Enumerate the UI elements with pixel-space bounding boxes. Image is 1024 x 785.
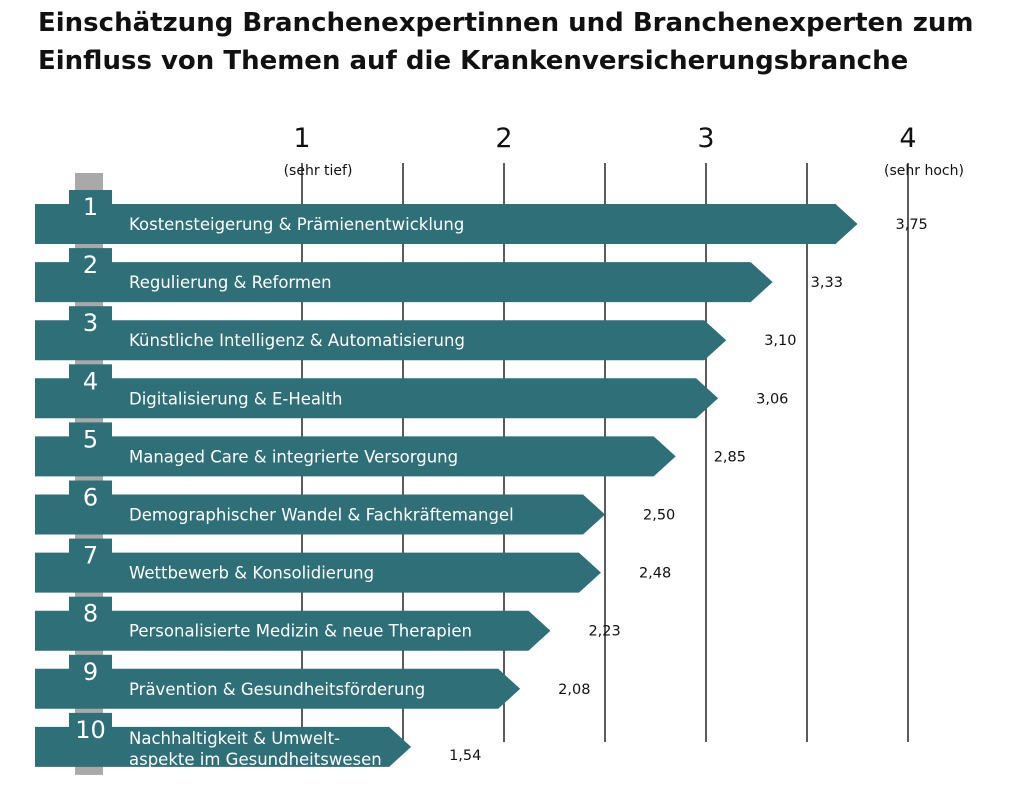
bar-label-10-line-2: aspekte im Gesundheitswesen bbox=[129, 750, 382, 769]
tick-label-4: 4 bbox=[899, 123, 916, 154]
tick-sublabel-4: (sehr hoch) bbox=[884, 163, 964, 179]
bar-1 bbox=[35, 204, 858, 244]
tick-label-1: 1 bbox=[293, 123, 310, 154]
bar-6 bbox=[35, 494, 605, 535]
bar-8 bbox=[35, 610, 551, 651]
bar-7 bbox=[35, 552, 601, 593]
bar-label-10-line-1: Nachhaltigkeit & Umwelt- bbox=[129, 729, 340, 748]
rank-number-2: 2 bbox=[83, 251, 98, 279]
rank-box-9 bbox=[69, 654, 112, 686]
rank-number-8: 8 bbox=[83, 600, 98, 628]
bar-label-7: Wettbewerb & Konsolidierung bbox=[129, 564, 374, 583]
tick-label-3: 3 bbox=[697, 123, 714, 154]
value-label-4: 3,06 bbox=[756, 391, 788, 407]
rank-box-10 bbox=[69, 712, 112, 744]
bar-10 bbox=[35, 726, 412, 767]
value-label-9: 2,08 bbox=[558, 682, 590, 698]
bar-3 bbox=[35, 320, 727, 361]
rank-box-1 bbox=[69, 190, 112, 221]
value-label-8: 2,23 bbox=[588, 624, 620, 640]
bar-label-2: Regulierung & Reformen bbox=[129, 273, 332, 292]
rank-number-5: 5 bbox=[83, 425, 98, 453]
tick-label-2: 2 bbox=[495, 123, 512, 154]
bar-2 bbox=[35, 262, 773, 303]
bar-label-9: Prävention & Gesundheitsförderung bbox=[129, 680, 425, 699]
rank-number-10: 10 bbox=[75, 716, 106, 744]
rank-box-6 bbox=[69, 480, 112, 512]
value-label-2: 3,33 bbox=[811, 275, 843, 291]
rank-box-3 bbox=[69, 306, 112, 338]
value-label-6: 2,50 bbox=[643, 508, 675, 524]
rank-box-7 bbox=[69, 538, 112, 570]
value-label-1: 3,75 bbox=[896, 217, 928, 233]
rank-box-8 bbox=[69, 596, 112, 628]
chart-title: Einschätzung Branchenexpertinnen und Bra… bbox=[38, 4, 1018, 80]
bar-label-3: Künstliche Intelligenz & Automatisierung bbox=[129, 331, 465, 350]
chart-title-line-1: Einschätzung Branchenexpertinnen und Bra… bbox=[38, 8, 974, 38]
bar-4 bbox=[35, 378, 719, 419]
rank-box-5 bbox=[69, 422, 112, 454]
bar-9 bbox=[35, 668, 521, 709]
tick-sublabel-1: (sehr tief) bbox=[284, 163, 353, 179]
bar-label-4: Digitalisierung & E-Health bbox=[129, 389, 343, 408]
value-label-3: 3,10 bbox=[764, 333, 796, 349]
rank-number-3: 3 bbox=[83, 309, 98, 337]
value-label-7: 2,48 bbox=[639, 566, 671, 582]
bar-label-1: Kostensteigerung & Prämienentwicklung bbox=[129, 215, 464, 234]
rank-number-6: 6 bbox=[83, 484, 98, 512]
bar-label-5: Managed Care & integrierte Versorgung bbox=[129, 447, 458, 466]
bar-label-6: Demographischer Wandel & Fachkräftemange… bbox=[129, 506, 514, 525]
rank-number-1: 1 bbox=[83, 193, 98, 221]
rank-number-4: 4 bbox=[83, 367, 98, 395]
rank-number-9: 9 bbox=[83, 658, 98, 686]
value-label-10: 1,54 bbox=[449, 748, 481, 764]
rank-box-4 bbox=[69, 364, 112, 396]
bar-label-8: Personalisierte Medizin & neue Therapien bbox=[129, 622, 472, 641]
rank-number-7: 7 bbox=[83, 542, 98, 570]
bar-5 bbox=[35, 436, 676, 477]
value-label-5: 2,85 bbox=[714, 449, 746, 465]
chart-title-line-2: Einfluss von Themen auf die Krankenversi… bbox=[38, 46, 909, 76]
rank-box-2 bbox=[69, 248, 112, 280]
